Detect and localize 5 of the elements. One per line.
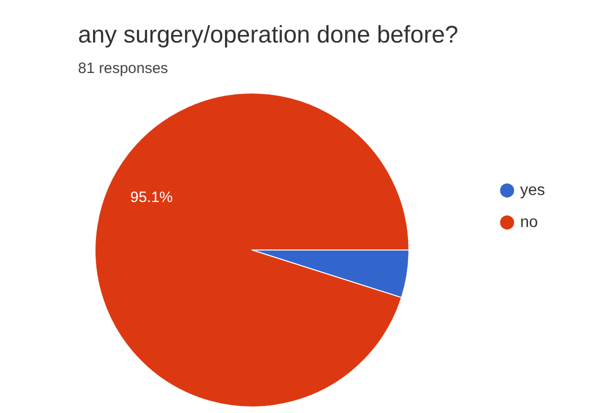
legend-label: no (520, 214, 538, 231)
chart-subtitle: 81 responses (78, 60, 168, 77)
legend-label: yes (520, 182, 546, 199)
data-label: 95.1% (130, 189, 173, 206)
chart-title: any surgery/operation done before? (78, 22, 458, 48)
